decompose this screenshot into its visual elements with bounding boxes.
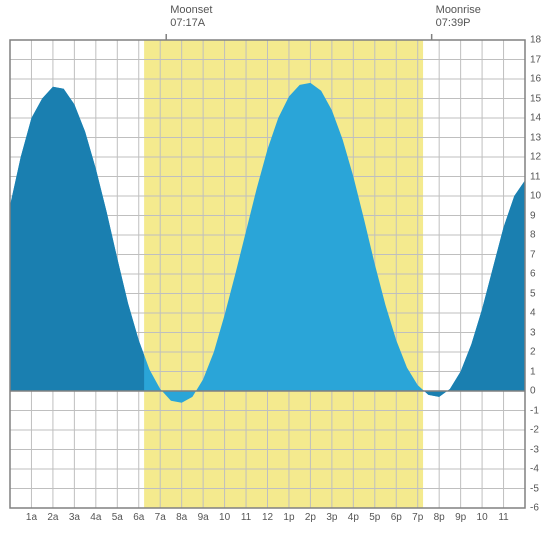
chart-svg	[0, 0, 550, 550]
x-tick: 4p	[348, 512, 359, 523]
x-tick: 3a	[69, 512, 80, 523]
y-tick: 4	[530, 308, 550, 319]
x-tick: 3p	[326, 512, 337, 523]
x-tick: 8p	[434, 512, 445, 523]
y-tick: -1	[530, 405, 550, 416]
y-tick: 11	[530, 171, 550, 182]
moonrise-label-time: 07:39P	[436, 17, 481, 30]
y-tick: 13	[530, 132, 550, 143]
x-tick: 4a	[90, 512, 101, 523]
x-tick: 11	[241, 512, 251, 523]
x-tick: 6p	[391, 512, 402, 523]
y-tick: 3	[530, 327, 550, 338]
x-tick: 7p	[412, 512, 423, 523]
y-tick: 12	[530, 152, 550, 163]
moonrise-label: Moonrise07:39P	[436, 4, 481, 30]
y-tick: 9	[530, 210, 550, 221]
y-tick: 18	[530, 35, 550, 46]
y-tick: -5	[530, 483, 550, 494]
x-tick: 2p	[305, 512, 316, 523]
y-tick: 16	[530, 74, 550, 85]
y-tick: -4	[530, 464, 550, 475]
moonset-label-time: 07:17A	[170, 17, 212, 30]
x-tick: 9a	[198, 512, 209, 523]
y-tick: 7	[530, 249, 550, 260]
x-tick: 5a	[112, 512, 123, 523]
y-tick: 17	[530, 54, 550, 65]
tide-chart: -6-5-4-3-2-10123456789101112131415161718…	[0, 0, 550, 550]
y-tick: 5	[530, 288, 550, 299]
x-tick: 9p	[455, 512, 466, 523]
y-tick: 0	[530, 386, 550, 397]
y-tick: 1	[530, 366, 550, 377]
y-tick: -2	[530, 425, 550, 436]
x-tick: 12	[262, 512, 273, 523]
y-tick: 15	[530, 93, 550, 104]
x-tick: 2a	[47, 512, 58, 523]
x-tick: 6a	[133, 512, 144, 523]
x-tick: 7a	[155, 512, 166, 523]
x-tick: 10	[219, 512, 230, 523]
moonset-label: Moonset07:17A	[170, 4, 212, 30]
x-tick: 1a	[26, 512, 37, 523]
y-tick: 6	[530, 269, 550, 280]
y-tick: 10	[530, 191, 550, 202]
y-tick: 8	[530, 230, 550, 241]
y-tick: -6	[530, 503, 550, 514]
y-tick: -3	[530, 444, 550, 455]
moonset-label-title: Moonset	[170, 4, 212, 17]
x-tick: 11	[498, 512, 508, 523]
x-tick: 5p	[369, 512, 380, 523]
x-tick: 10	[477, 512, 488, 523]
x-tick: 1p	[283, 512, 294, 523]
y-tick: 2	[530, 347, 550, 358]
x-tick: 8a	[176, 512, 187, 523]
y-tick: 14	[530, 113, 550, 124]
moonrise-label-title: Moonrise	[436, 4, 481, 17]
